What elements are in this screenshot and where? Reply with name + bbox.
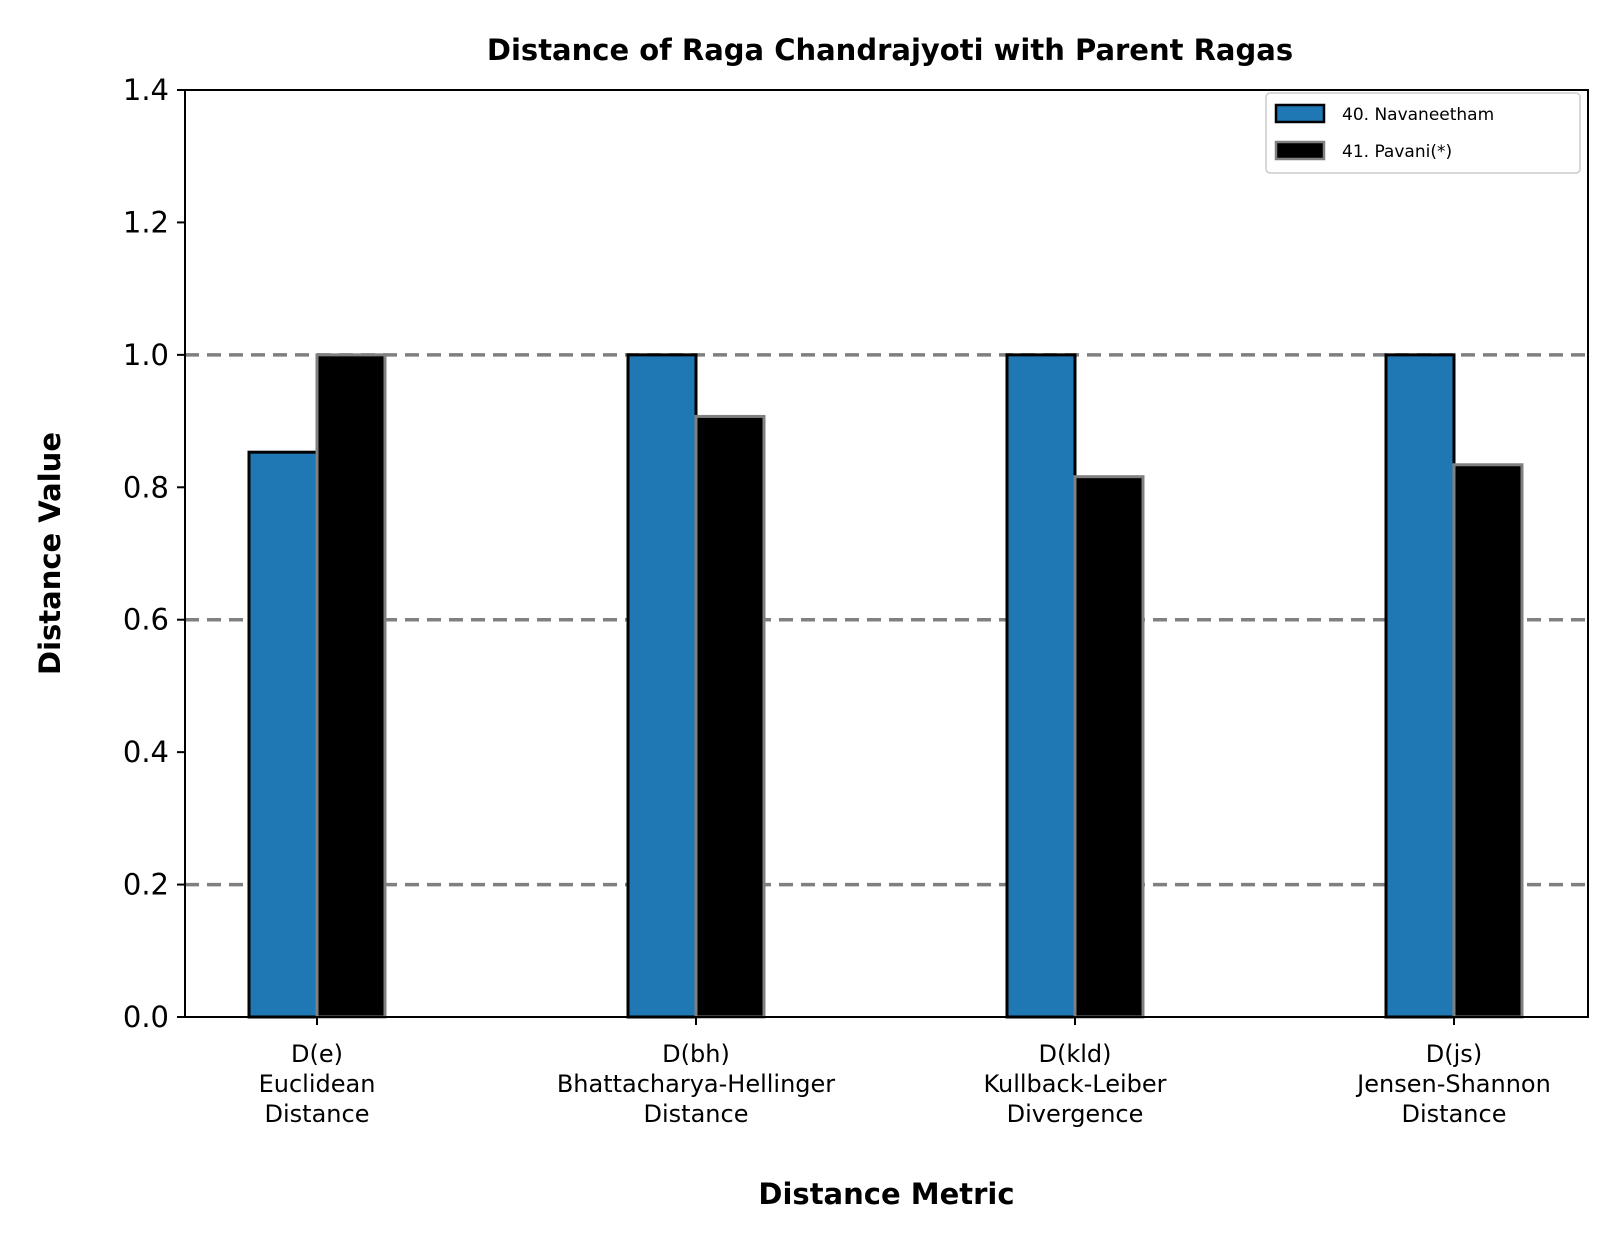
x-tick-label-line: Bhattacharya-Hellinger	[557, 1070, 835, 1098]
y-axis: 0.0 0.2 0.4 0.6 0.8 1.0 1.2 1.4	[123, 73, 185, 1034]
x-tick-label-line: D(e)	[291, 1040, 343, 1068]
y-tick-label-7: 1.4	[123, 73, 169, 107]
x-tick-label-line: Distance	[644, 1100, 749, 1128]
x-tick-label-line: Distance	[1402, 1100, 1507, 1128]
plot-frame	[184, 89, 1589, 1018]
chart-title: Distance of Raga Chandrajyoti with Paren…	[487, 33, 1293, 67]
x-tick-label-line: D(bh)	[662, 1040, 730, 1068]
x-tick-label-1: D(bh) Bhattacharya-Hellinger Distance	[557, 1040, 835, 1128]
x-tick-label-0: D(e) Euclidean Distance	[259, 1040, 376, 1128]
legend-label-1: 41. Pavani(*)	[1342, 142, 1452, 162]
bar-series-0-category-1	[626, 353, 698, 1019]
x-tick-label-line: Euclidean	[259, 1070, 376, 1098]
x-tick-label-line: D(kld)	[1038, 1040, 1111, 1068]
bar-series-0-category-3	[1384, 353, 1456, 1019]
x-axis-title: Distance Metric	[758, 1177, 1014, 1211]
bar-series-0-category-0	[247, 450, 319, 1019]
x-tick-label-line: D(js)	[1426, 1040, 1482, 1068]
legend-box	[1265, 92, 1581, 174]
bar-series-1-category-1	[694, 414, 766, 1019]
y-tick-label-6: 1.2	[123, 205, 169, 239]
x-tick-label-line: Distance	[265, 1100, 370, 1128]
reference-lines	[185, 353, 1588, 887]
bar-series-1-category-2	[1073, 475, 1145, 1019]
x-tick-label-2: D(kld) Kullback-Leiber Divergence	[983, 1040, 1166, 1128]
legend-swatch-0	[1274, 103, 1326, 124]
x-tick-label-line: Kullback-Leiber	[983, 1070, 1166, 1098]
legend-swatch-1	[1274, 140, 1326, 161]
y-tick-label-4: 0.8	[123, 470, 169, 504]
legend: 40. Navaneetham 41. Pavani(*)	[1265, 92, 1581, 174]
y-tick-label-1: 0.2	[123, 868, 169, 902]
bars	[247, 353, 1524, 1019]
legend-label-0: 40. Navaneetham	[1342, 105, 1494, 125]
y-tick-label-0: 0.0	[123, 1000, 169, 1034]
x-tick-label-3: D(js) Jensen-Shannon Distance	[1355, 1040, 1551, 1128]
bar-series-0-category-2	[1005, 353, 1077, 1019]
y-axis-title: Distance Value	[33, 432, 67, 675]
y-tick-label-2: 0.4	[123, 735, 169, 769]
x-tick-label-line: Divergence	[1007, 1100, 1144, 1128]
y-tick-label-5: 1.0	[123, 338, 169, 372]
x-tick-label-line: Jensen-Shannon	[1355, 1070, 1551, 1098]
bar-series-1-category-3	[1452, 463, 1524, 1019]
y-tick-label-3: 0.6	[123, 603, 169, 637]
bar-series-1-category-0	[315, 353, 387, 1019]
